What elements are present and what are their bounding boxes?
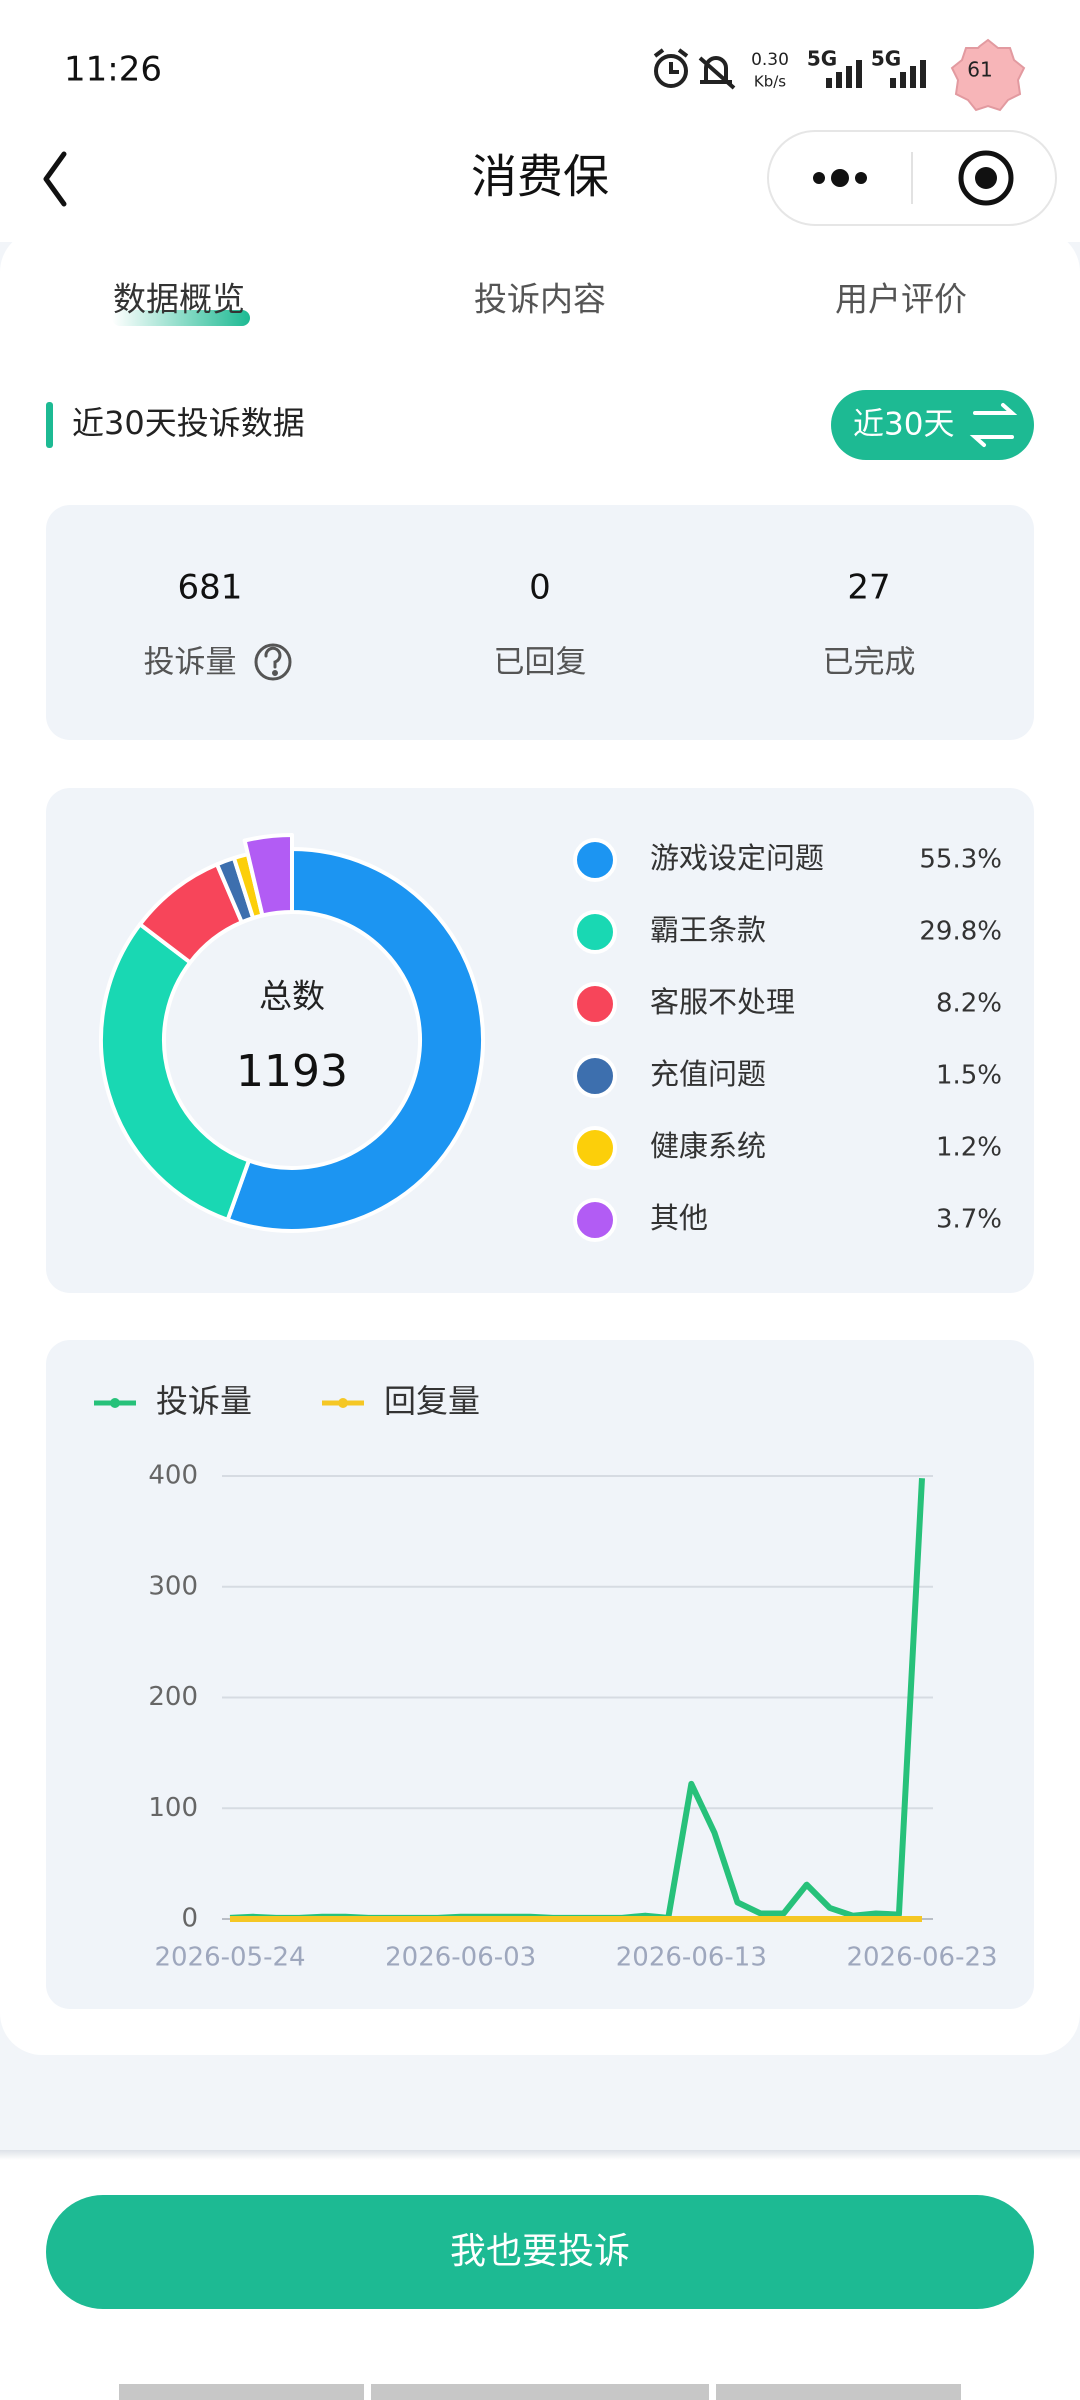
- stat-value: 0: [529, 568, 551, 608]
- line-box: [46, 1340, 1034, 2009]
- legend-dot: [110, 1398, 120, 1408]
- signal-bars: [826, 60, 926, 88]
- swap-icon: [969, 403, 1018, 447]
- complain-button-label[interactable]: 我也要投诉: [450, 2231, 630, 2272]
- legend-label: 回复量: [384, 1382, 480, 1420]
- legend-label: 客服不处理: [650, 985, 795, 1019]
- legend-label: 霸王条款: [650, 913, 766, 947]
- y-tick-label: 200: [148, 1682, 198, 1712]
- net-speed: 0.30: [751, 50, 789, 70]
- net-speed-unit: Kb/s: [754, 73, 786, 91]
- stats-box: [46, 505, 1034, 740]
- battery-icon: [950, 38, 1026, 112]
- legend-label: 健康系统: [650, 1129, 766, 1163]
- pie-slice: [225, 847, 486, 1233]
- net-type: 5G: [871, 47, 901, 71]
- legend-value: 3.7%: [936, 1205, 1002, 1235]
- legend-label: 投诉量: [156, 1382, 252, 1420]
- x-tick-label: 2026-06-03: [385, 1943, 536, 1973]
- help-icon[interactable]: [254, 643, 292, 681]
- status-icons: [653, 48, 736, 90]
- x-tick-label: 2026-05-24: [154, 1943, 305, 1973]
- status-time: 11:26: [64, 50, 162, 90]
- legend-dot: [573, 1198, 617, 1242]
- bottom-shadow: [0, 2150, 1080, 2160]
- legend-value: 8.2%: [936, 989, 1002, 1019]
- legend-value: 1.5%: [936, 1061, 1002, 1091]
- net-type: 5G: [807, 47, 837, 71]
- tab-indicator: [112, 310, 250, 326]
- complain-button[interactable]: [46, 2195, 1034, 2309]
- y-tick-label: 300: [148, 1571, 198, 1601]
- section-marker: [46, 402, 53, 448]
- legend-dot: [573, 910, 617, 954]
- tab[interactable]: 数据概览: [113, 280, 245, 319]
- legend-value: 55.3%: [919, 845, 1002, 875]
- legend-value: 29.8%: [919, 917, 1002, 947]
- tab[interactable]: 用户评价: [835, 280, 967, 319]
- legend-label: 游戏设定问题: [650, 841, 824, 875]
- legend-dot: [573, 1054, 617, 1098]
- legend-label: 其他: [650, 1201, 708, 1235]
- more-button[interactable]: [813, 169, 867, 187]
- pie-total: 1193: [236, 1046, 348, 1097]
- tab[interactable]: 投诉内容: [474, 280, 606, 319]
- pie-box: [46, 788, 1034, 1293]
- x-tick-label: 2026-06-23: [846, 1943, 997, 1973]
- page-title: 消费保: [471, 150, 609, 204]
- legend-dot: [573, 838, 617, 882]
- stat-value: 681: [178, 568, 243, 608]
- legend-dot: [573, 1126, 617, 1170]
- battery-level: 61: [967, 58, 992, 82]
- legend-dot: [338, 1398, 348, 1408]
- stat-label: 投诉量: [144, 645, 237, 681]
- stat-value: 27: [847, 568, 890, 608]
- pie-slice: [242, 833, 294, 918]
- pie-center-label: 总数: [259, 977, 325, 1016]
- y-tick-label: 400: [148, 1461, 198, 1491]
- close-button[interactable]: [958, 150, 1014, 206]
- stat-label: 已回复: [494, 645, 587, 681]
- y-tick-label: 100: [148, 1793, 198, 1823]
- back-button[interactable]: [43, 151, 67, 207]
- pie-slice: [99, 922, 251, 1222]
- nav-bars: [119, 2384, 961, 2400]
- x-tick-label: 2026-06-13: [616, 1943, 767, 1973]
- stat-label: 已完成: [823, 645, 916, 681]
- legend-label: 充值问题: [650, 1057, 766, 1091]
- range-button-label: 近30天: [853, 407, 954, 443]
- y-tick-label: 0: [181, 1904, 198, 1934]
- legend-value: 1.2%: [936, 1133, 1002, 1163]
- section-title: 近30天投诉数据: [72, 404, 305, 442]
- legend-dot: [573, 982, 617, 1026]
